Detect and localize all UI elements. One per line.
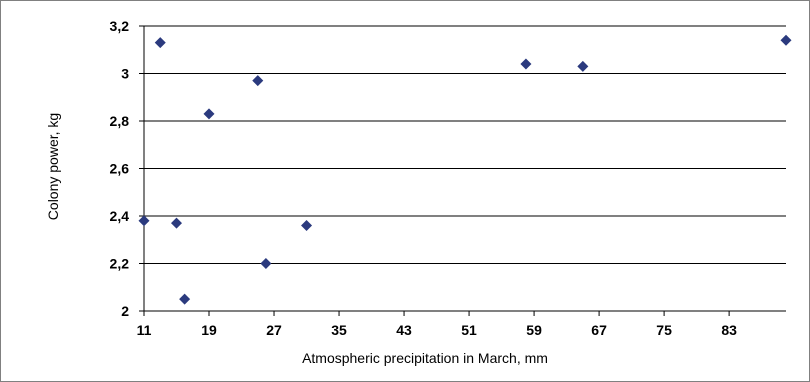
y-tick-label: 2,4 (110, 208, 130, 224)
data-point (301, 220, 313, 231)
x-tick-labels: 11 19 27 35 43 51 59 67 75 83 (137, 322, 738, 338)
y-axis-title: Colony power, kg (45, 113, 61, 220)
y-tick-label: 2,2 (110, 256, 130, 272)
data-point (577, 60, 589, 72)
data-point (203, 108, 215, 120)
x-tick-label: 27 (266, 322, 282, 338)
x-tick-label: 83 (721, 322, 737, 338)
data-point (171, 217, 183, 229)
y-tick-label: 2,8 (110, 113, 130, 129)
data-point (260, 258, 272, 269)
x-tick-label: 59 (526, 322, 542, 338)
data-point (780, 34, 792, 46)
data-points (138, 34, 792, 305)
x-tick-label: 67 (591, 322, 607, 338)
x-tick-label: 11 (137, 322, 152, 338)
x-tick-label: 43 (396, 322, 412, 338)
axes (139, 25, 786, 316)
y-tick-label: 2,6 (110, 161, 130, 177)
data-point (520, 58, 532, 70)
y-tick-label: 2 (121, 303, 129, 319)
y-tick-label: 3 (121, 66, 129, 82)
data-point (154, 37, 166, 49)
data-point (179, 293, 191, 305)
gridlines (144, 25, 786, 264)
x-tick-label: 19 (201, 322, 217, 338)
data-point (252, 75, 264, 87)
y-tick-labels: 2 2,2 2,4 2,6 2,8 3 3,2 (110, 18, 130, 319)
data-point (138, 215, 150, 227)
y-tick-label: 3,2 (110, 18, 130, 34)
x-axis-title: Atmospheric precipitation in March, mm (302, 350, 548, 366)
x-tick-label: 51 (461, 322, 477, 338)
x-tick-label: 35 (331, 322, 347, 338)
x-tick-label: 75 (656, 322, 672, 338)
